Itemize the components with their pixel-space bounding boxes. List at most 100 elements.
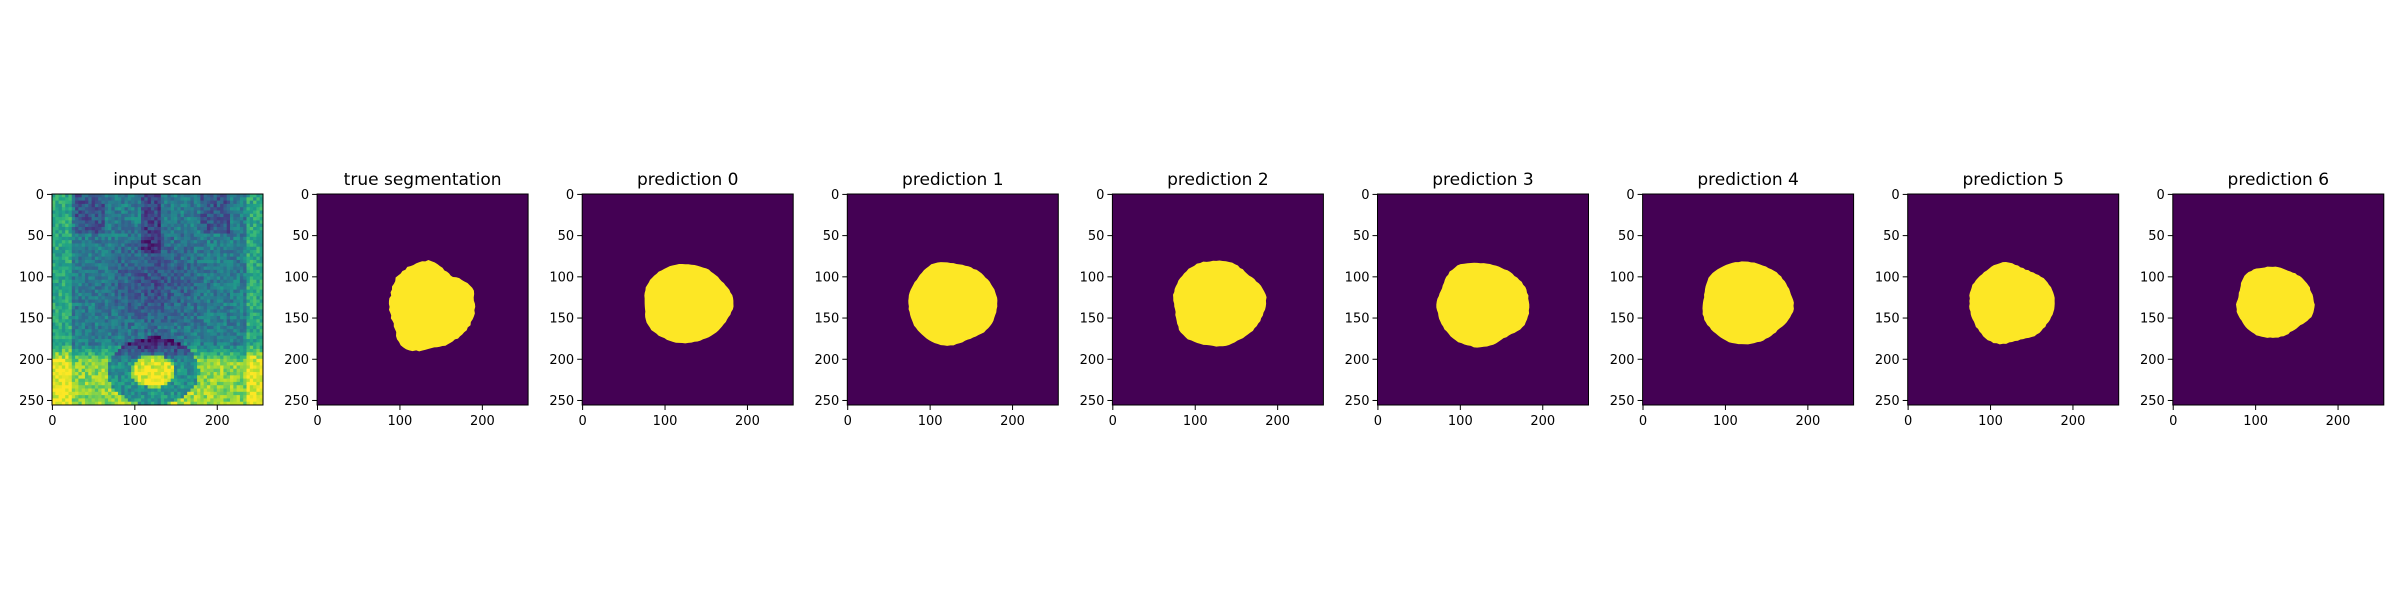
y-tick-label: 200 (284, 353, 309, 368)
mask-region (1436, 262, 1530, 348)
y-tick-label: 150 (19, 312, 44, 327)
y-tick-label: 250 (2140, 394, 2165, 409)
y-tick-label: 50 (27, 229, 44, 244)
y-tick-label: 200 (19, 353, 44, 368)
axes-frame (316, 193, 529, 406)
y-tick-label: 200 (1080, 353, 1105, 368)
y-tick-label: 50 (1883, 229, 1900, 244)
mask-region (388, 260, 476, 352)
axes-frame (1377, 193, 1589, 406)
x-tick-label: 0 (1639, 414, 1647, 429)
panel-title: prediction 1 (902, 170, 1004, 190)
panel-1: true segmentation 0 100 200 0 50 100 150 200 250 (284, 170, 529, 429)
axes-frame (2172, 193, 2385, 406)
y-tick-label: 100 (814, 270, 839, 285)
x-tick-label: 200 (1000, 414, 1025, 429)
axes-frame (581, 193, 794, 406)
y-tick-label: 250 (1080, 394, 1105, 409)
y-tick-label: 200 (814, 353, 839, 368)
mask-region (1702, 261, 1794, 345)
panel-5: prediction 3 0 100 200 0 50 100 150 200 250 (1345, 170, 1589, 429)
x-tick-label: 0 (2169, 414, 2177, 429)
y-tick-label: 250 (19, 394, 44, 409)
image-8 (2172, 194, 2384, 405)
y-tick-label: 200 (2140, 353, 2165, 368)
x-tick-label: 200 (2326, 414, 2351, 429)
y-tick-label: 150 (284, 312, 309, 327)
panel-2: prediction 0 0 100 200 0 50 100 150 200 250 (549, 170, 794, 429)
y-tick-label: 150 (2140, 312, 2165, 327)
x-tick-label: 200 (1795, 414, 1820, 429)
y-tick-label: 150 (1345, 312, 1370, 327)
panel-0: input scan 0 100 200 0 50 100 150 200 250 (19, 170, 264, 429)
y-tick-label: 150 (1080, 312, 1105, 327)
y-tick-label: 250 (1875, 394, 1900, 409)
x-tick-label: 200 (205, 414, 230, 429)
x-tick-label: 0 (844, 414, 852, 429)
mask-region (644, 264, 734, 344)
y-tick-label: 100 (1875, 270, 1900, 285)
panel-6: prediction 4 0 100 200 0 50 100 150 200 250 (1610, 170, 1855, 429)
y-tick-label: 0 (301, 188, 309, 203)
image-3 (847, 194, 1059, 405)
x-tick-label: 0 (1904, 414, 1912, 429)
y-tick-label: 250 (1610, 394, 1635, 409)
y-tick-label: 100 (1080, 270, 1105, 285)
mask-region (1173, 260, 1267, 347)
y-tick-label: 0 (2157, 188, 2165, 203)
image-4 (1112, 194, 1324, 405)
x-tick-label: 100 (1448, 414, 1473, 429)
y-tick-label: 150 (549, 312, 574, 327)
y-tick-label: 0 (1626, 188, 1634, 203)
y-tick-label: 100 (549, 270, 574, 285)
panel-title: prediction 5 (1962, 170, 2064, 190)
y-tick-label: 0 (1096, 188, 1104, 203)
y-tick-label: 100 (1610, 270, 1635, 285)
axes-frame (51, 193, 264, 406)
y-tick-label: 200 (1345, 353, 1370, 368)
panel-7: prediction 5 0 100 200 0 50 100 150 200 250 (1875, 170, 2120, 429)
image-6 (1642, 194, 1854, 405)
x-tick-label: 200 (735, 414, 760, 429)
y-tick-label: 200 (1610, 353, 1635, 368)
y-tick-label: 250 (549, 394, 574, 409)
y-tick-label: 0 (1361, 188, 1369, 203)
mask-region (908, 262, 998, 346)
y-tick-label: 250 (814, 394, 839, 409)
y-tick-label: 250 (284, 394, 309, 409)
x-tick-label: 100 (1183, 414, 1208, 429)
x-tick-label: 100 (918, 414, 943, 429)
y-tick-label: 50 (293, 229, 310, 244)
mask-region (2236, 266, 2315, 338)
y-tick-label: 150 (1610, 312, 1635, 327)
axes-frame (846, 193, 1059, 406)
panel-title: prediction 3 (1432, 170, 1534, 190)
y-tick-label: 100 (2140, 270, 2165, 285)
x-tick-label: 0 (313, 414, 321, 429)
panel-4: prediction 2 0 100 200 0 50 100 150 200 250 (1080, 170, 1324, 429)
panel-title: input scan (113, 170, 202, 190)
axes-frame (1642, 193, 1855, 406)
x-tick-label: 200 (2061, 414, 2086, 429)
x-tick-label: 200 (1530, 414, 1555, 429)
panel-title: prediction 4 (1697, 170, 1799, 190)
x-tick-label: 100 (653, 414, 678, 429)
y-tick-label: 50 (1088, 229, 1105, 244)
y-tick-label: 50 (558, 229, 575, 244)
axes-frame (1111, 193, 1324, 406)
y-tick-label: 250 (1345, 394, 1370, 409)
x-tick-label: 100 (122, 414, 147, 429)
y-tick-label: 0 (566, 188, 574, 203)
mask-region (1969, 262, 2055, 345)
x-tick-label: 200 (1265, 414, 1290, 429)
panel-title: prediction 2 (1167, 170, 1269, 190)
x-tick-label: 100 (1978, 414, 2003, 429)
y-tick-label: 100 (284, 270, 309, 285)
y-tick-label: 50 (823, 229, 840, 244)
panel-title: true segmentation (344, 170, 502, 190)
y-tick-label: 0 (1891, 188, 1899, 203)
y-tick-label: 200 (1875, 353, 1900, 368)
x-tick-label: 200 (470, 414, 495, 429)
y-tick-label: 200 (549, 353, 574, 368)
